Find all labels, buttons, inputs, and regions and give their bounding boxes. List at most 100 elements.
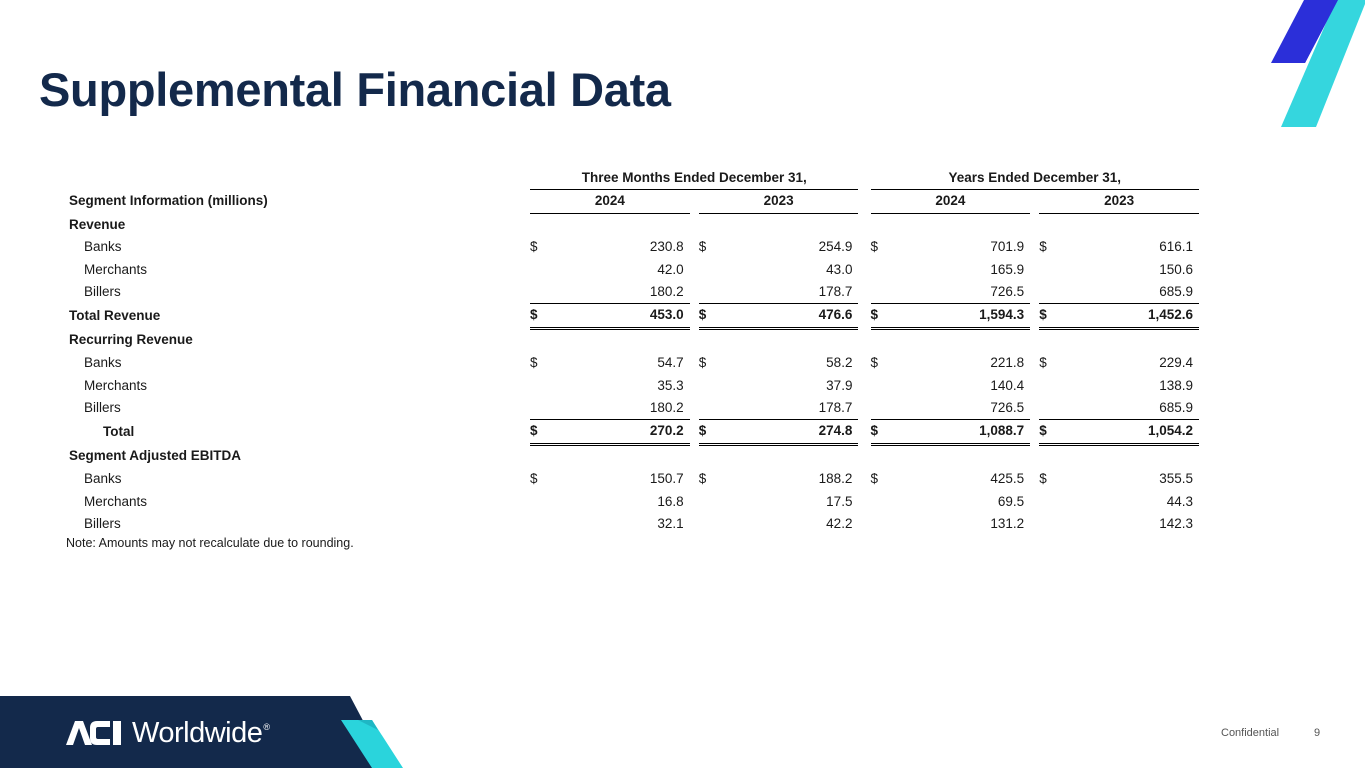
segment-info-header: Segment Information (millions): [69, 193, 268, 209]
year-header: 2024: [870, 189, 1031, 214]
table-row: Billers 180.2 178.7 726.5 685.9: [66, 281, 1199, 304]
group-header-years: Years Ended December 31,: [870, 167, 1199, 191]
aci-logo-mark: [66, 721, 121, 745]
cell-value: 230.8: [649, 239, 684, 255]
page-title: Supplemental Financial Data: [39, 63, 671, 116]
cell-value: 355.5: [1159, 471, 1193, 487]
cell-value: 1,594.3: [880, 303, 1031, 330]
currency-symbol: $: [1039, 471, 1047, 487]
cell-value: 221.8: [990, 355, 1025, 371]
cell-value: 17.5: [826, 493, 853, 509]
cell-value: 138.9: [1159, 377, 1193, 393]
currency-symbol: [1039, 491, 1049, 513]
currency-symbol: $: [1039, 419, 1050, 446]
table-row: Banks $230.8 $254.9 $701.9 $616.1: [66, 236, 1199, 258]
corner-stripe-graphic: [1271, 0, 1365, 127]
currency-symbol: $: [870, 471, 879, 487]
currency-symbol: [530, 491, 540, 513]
cell-value: 425.5: [990, 471, 1025, 487]
currency-symbol: [530, 375, 540, 397]
cell-value: 165.9: [990, 261, 1025, 277]
cell-value: 150.7: [649, 471, 684, 487]
table-row: Banks $150.7 $188.2 $425.5 $355.5: [66, 468, 1199, 490]
cell-value: 131.2: [990, 516, 1025, 532]
cell-value: 37.9: [826, 377, 853, 393]
currency-symbol: [699, 513, 709, 535]
group-header-three-months: Three Months Ended December 31,: [530, 167, 859, 191]
row-label: Revenue: [69, 216, 126, 232]
currency-symbol: $: [870, 239, 879, 255]
page-number: 9: [1314, 727, 1321, 739]
currency-symbol: [1039, 281, 1049, 304]
logo-wordmark: Worldwide®: [132, 717, 270, 750]
section-row: Segment Adjusted EBITDA: [66, 444, 1199, 468]
table-row: Merchants 16.8 17.5 69.5 44.3: [66, 491, 1199, 513]
cell-value: 685.9: [1159, 284, 1193, 300]
cell-value: 1,452.6: [1049, 303, 1199, 330]
total-row: Total $270.2 $274.8 $1,088.7 $1,054.2: [66, 419, 1199, 446]
currency-symbol: $: [698, 355, 707, 371]
cell-value: 270.2: [540, 419, 690, 446]
currency-symbol: $: [698, 239, 707, 255]
currency-symbol: [1039, 375, 1049, 397]
cell-value: 701.9: [990, 239, 1025, 255]
cell-value: 453.0: [540, 303, 690, 330]
logo-wordmark-text: Worldwide: [132, 716, 263, 749]
currency-symbol: [699, 281, 709, 304]
year-header: 2023: [1039, 189, 1199, 214]
cell-value: 44.3: [1166, 493, 1193, 509]
cell-value: 180.2: [649, 400, 684, 416]
currency-symbol: [699, 259, 709, 281]
cell-value: 1,054.2: [1049, 419, 1199, 446]
table-row: Banks $54.7 $58.2 $221.8 $229.4: [66, 352, 1199, 374]
currency-symbol: [871, 513, 881, 535]
currency-symbol: $: [530, 303, 541, 330]
currency-symbol: [871, 491, 881, 513]
currency-symbol: $: [530, 419, 541, 446]
currency-symbol: [699, 375, 709, 397]
row-label: Recurring Revenue: [69, 332, 193, 348]
cell-value: 58.2: [826, 355, 853, 371]
cell-value: 188.2: [818, 471, 853, 487]
cell-value: 726.5: [990, 284, 1025, 300]
row-label: Merchants: [84, 377, 148, 393]
currency-symbol: [530, 259, 540, 281]
row-label: Billers: [84, 284, 121, 300]
cell-value: 180.2: [649, 284, 684, 300]
footer-banner: [0, 696, 403, 768]
currency-symbol: [530, 397, 540, 420]
table-row: Merchants 35.3 37.9 140.4 138.9: [66, 375, 1199, 397]
row-label: Segment Adjusted EBITDA: [69, 448, 242, 464]
registered-mark: ®: [263, 721, 270, 732]
currency-symbol: $: [870, 303, 881, 330]
cell-value: 42.2: [826, 516, 853, 532]
currency-symbol: $: [698, 471, 707, 487]
year-header: 2023: [698, 189, 859, 214]
row-label: Merchants: [84, 261, 148, 277]
row-label: Banks: [84, 355, 122, 371]
currency-symbol: $: [530, 355, 538, 371]
currency-symbol: $: [530, 471, 538, 487]
currency-symbol: [1039, 259, 1049, 281]
currency-symbol: [1039, 513, 1049, 535]
row-label: Billers: [84, 400, 121, 416]
table-row: Billers 180.2 178.7 726.5 685.9: [66, 397, 1199, 420]
currency-symbol: $: [1039, 303, 1050, 330]
section-row: Recurring Revenue: [66, 328, 1199, 352]
cell-value: 69.5: [997, 493, 1025, 509]
cell-value: 229.4: [1159, 355, 1193, 371]
row-label: Merchants: [84, 493, 148, 509]
cell-value: 43.0: [826, 261, 853, 277]
cell-value: 54.7: [657, 355, 684, 371]
cell-value: 32.1: [657, 516, 684, 532]
currency-symbol: [530, 513, 540, 535]
section-row: Revenue: [66, 213, 1199, 236]
cell-value: 35.3: [657, 377, 684, 393]
cell-value: 476.6: [708, 303, 859, 330]
currency-symbol: [871, 281, 881, 304]
cell-value: 42.0: [657, 261, 684, 277]
currency-symbol: [871, 375, 881, 397]
currency-symbol: [699, 491, 709, 513]
row-label: Banks: [84, 471, 122, 487]
year-header-row: Segment Information (millions) 2024 2023…: [66, 189, 1199, 214]
